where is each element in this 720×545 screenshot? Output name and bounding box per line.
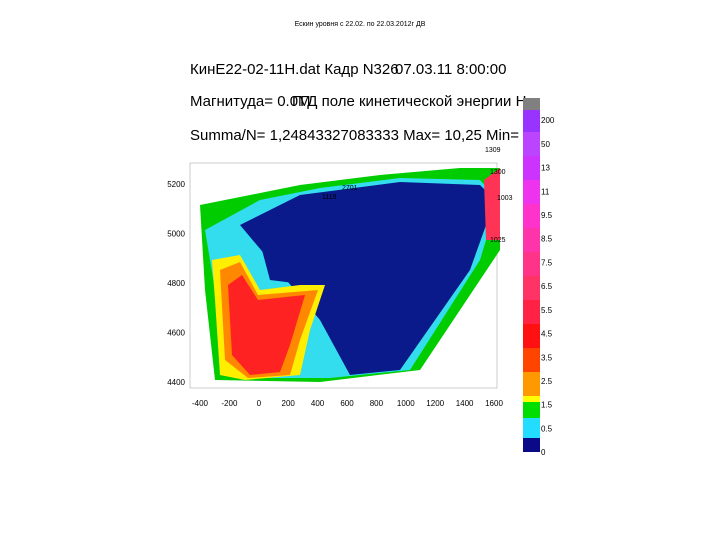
- colorbar-label: 13: [541, 164, 550, 173]
- zone-navy: [240, 182, 495, 375]
- colorbar-label: 0.5: [541, 424, 553, 433]
- color-swatch: [523, 300, 540, 324]
- station-label: 1119: [322, 194, 337, 201]
- color-swatch: [523, 372, 540, 396]
- colorbar-label: 1.5: [541, 401, 553, 410]
- station-label: 1309: [485, 147, 501, 154]
- x-tick-label: 1400: [456, 399, 474, 408]
- colorbar-label: 8.5: [541, 235, 553, 244]
- colorbar-label: 7.5: [541, 258, 553, 267]
- color-swatch: [523, 252, 540, 276]
- color-swatch: [523, 228, 540, 252]
- zone-navy-2: [262, 240, 330, 285]
- x-tick-label: -200: [221, 399, 238, 408]
- colorbar: [523, 98, 540, 452]
- color-swatch: [523, 156, 540, 180]
- colorbar-label: 3.5: [541, 353, 553, 362]
- color-swatch: [523, 180, 540, 204]
- color-swatch: [523, 348, 540, 372]
- colorbar-label: 0: [541, 448, 546, 457]
- color-swatch: [523, 110, 540, 132]
- x-tick-label: 600: [340, 399, 354, 408]
- x-tick-label: 400: [311, 399, 325, 408]
- colorbar-label: 200: [541, 116, 555, 125]
- magnitude: Магнитуда= 0.0M: [190, 93, 311, 110]
- station-label: 1300: [490, 169, 506, 176]
- color-swatch: [523, 438, 540, 452]
- color-swatch: [523, 276, 540, 300]
- y-tick-label: 5200: [167, 180, 185, 189]
- colorbar-label: 6.5: [541, 282, 553, 291]
- colorbar-label: 50: [541, 140, 550, 149]
- x-tick-label: 0: [257, 399, 262, 408]
- y-tick-label: 4800: [167, 279, 185, 288]
- x-tick-label: -400: [192, 399, 209, 408]
- colorbar-label: 9.5: [541, 211, 553, 220]
- x-tick-label: 800: [370, 399, 384, 408]
- colorbar-label: 2.5: [541, 377, 553, 386]
- color-swatch: [523, 402, 540, 418]
- color-swatch: [523, 324, 540, 348]
- zone-red: [228, 275, 305, 375]
- file-title: КинE22-02-11H.dat Кадр N326: [190, 61, 399, 78]
- color-swatch: [523, 396, 540, 402]
- field-title: ГГД поле кинетической энергии Н.: [292, 93, 531, 110]
- x-tick-label: 1000: [397, 399, 415, 408]
- x-tick-label: 1200: [426, 399, 444, 408]
- map: [189, 162, 500, 389]
- x-tick-label: 1600: [485, 399, 503, 408]
- y-tick-label: 4600: [167, 329, 185, 338]
- caption: Ескин уровня с 22.02. по 22.03.2012г ДВ: [295, 21, 426, 28]
- station-label: 1003: [497, 195, 513, 202]
- color-swatch: [523, 132, 540, 156]
- y-tick-label: 5000: [167, 230, 185, 239]
- colorbar-label: 11: [541, 187, 550, 196]
- color-swatch: [523, 418, 540, 438]
- color-swatch: [523, 98, 540, 110]
- colorbar-label: 5.5: [541, 306, 553, 315]
- station-label: 2701: [342, 185, 358, 192]
- x-tick-label: 200: [282, 399, 296, 408]
- datetime: 07.03.11 8:00:00: [395, 61, 507, 78]
- station-label: 1025: [490, 237, 506, 244]
- color-swatch: [523, 204, 540, 228]
- zone-pink: [484, 168, 500, 240]
- y-tick-label: 4400: [167, 378, 185, 387]
- colorbar-label: 4.5: [541, 330, 553, 339]
- stats: Summa/N= 1,24843327083333 Max= 10,25 Min…: [190, 127, 531, 144]
